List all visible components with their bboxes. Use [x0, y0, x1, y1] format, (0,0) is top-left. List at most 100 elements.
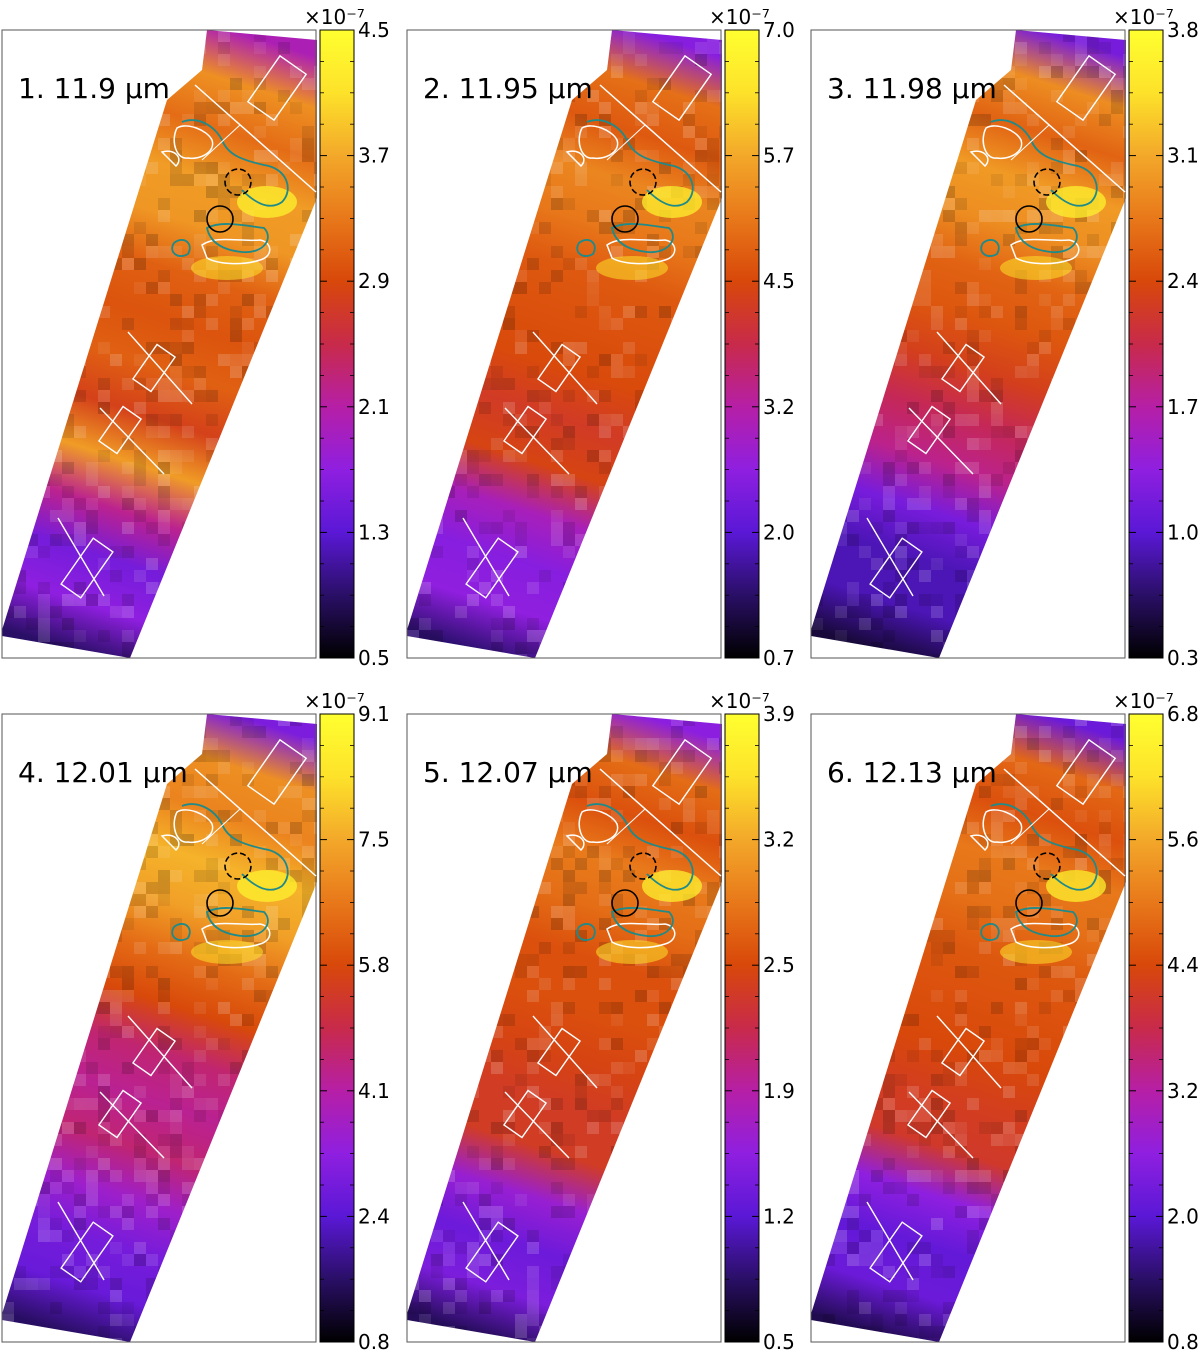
- emission-map: [2, 714, 317, 1342]
- colorbar-tick-label: 0.3: [1167, 646, 1199, 670]
- colorbar-tick-label: 2.4: [1167, 269, 1199, 293]
- colorbar-tick-label: 0.8: [358, 1330, 390, 1354]
- slit-line: [1010, 808, 1050, 845]
- colorbar: [1128, 29, 1164, 659]
- extraction-box: [869, 537, 923, 599]
- slit-line: [1010, 124, 1050, 161]
- colorbar-tick-label: 3.7: [358, 144, 390, 168]
- extraction-box: [906, 1089, 952, 1139]
- marker-circle: [224, 168, 252, 196]
- extraction-box: [502, 1089, 548, 1139]
- panel-frame: [1, 29, 317, 659]
- slit-line: [1003, 768, 1126, 877]
- emission-map: [2, 30, 317, 658]
- panel-5: 5. 12.07 µm 0.5 1.2 1.9 2.5 3.2 3.9×10⁻⁷: [406, 689, 795, 1354]
- slit-line: [908, 407, 974, 475]
- extraction-box: [651, 738, 713, 806]
- colorbar-tick-label: 1.9: [763, 1079, 795, 1103]
- extraction-box: [940, 343, 986, 393]
- colorbar-tick-label: 5.6: [1167, 828, 1199, 852]
- marker-circle: [1015, 205, 1043, 233]
- colorbar-tick-label: 7.0: [763, 18, 795, 42]
- slit-line: [866, 517, 914, 597]
- marker-circle: [611, 205, 639, 233]
- panel-1: 1. 11.9 µm 0.5 1.3 2.1 2.9 3.7 4.5×10⁻⁷: [1, 5, 390, 670]
- slit-line: [532, 331, 598, 405]
- colorbar-tick-label: 2.0: [1167, 1204, 1199, 1228]
- slit-line: [606, 124, 646, 161]
- colorbar-tick-label: 2.9: [358, 269, 390, 293]
- emission-map: [407, 714, 722, 1342]
- panel-frame: [406, 713, 722, 1343]
- white-contour: [160, 809, 271, 949]
- extraction-box: [651, 54, 713, 122]
- bright-knot: [596, 186, 702, 280]
- colorbar-tick-label: 5.7: [763, 144, 795, 168]
- slit-line: [201, 124, 241, 161]
- teal-contour: [171, 119, 289, 257]
- colorbar-exponent: ×10⁻⁷: [304, 689, 365, 713]
- bright-knot: [1000, 870, 1106, 964]
- colorbar: [724, 29, 760, 659]
- bright-knot: [596, 870, 702, 964]
- extraction-box: [536, 343, 582, 393]
- panel-frame: [810, 29, 1126, 659]
- slit-line: [532, 1015, 598, 1089]
- slit-line: [462, 1201, 510, 1281]
- white-contour: [969, 809, 1080, 949]
- bright-knot: [191, 870, 297, 964]
- slit-line: [127, 1015, 193, 1089]
- slit-line: [936, 331, 1002, 405]
- colorbar-tick-label: 4.4: [1167, 953, 1199, 977]
- extraction-box: [1055, 54, 1117, 122]
- teal-contour: [980, 803, 1098, 941]
- slit-line: [194, 768, 317, 877]
- slit-line: [908, 1091, 974, 1159]
- teal-contour: [171, 803, 289, 941]
- colorbar: [319, 29, 355, 659]
- white-contour: [969, 125, 1080, 265]
- panel-frame: [406, 29, 722, 659]
- panel-6: 6. 12.13 µm 0.8 2.0 3.2 4.4 5.6 6.8×10⁻⁷: [810, 689, 1199, 1354]
- extraction-box: [502, 405, 548, 455]
- extraction-box: [536, 1027, 582, 1077]
- colorbar-tick-label: 1.7: [1167, 395, 1199, 419]
- panel-4: 4. 12.01 µm 0.8 2.4 4.1 5.8 7.5 9.1×10⁻⁷: [1, 689, 390, 1354]
- colorbar-tick-label: 2.4: [358, 1204, 390, 1228]
- colorbar-tick-label: 2.5: [763, 953, 795, 977]
- slit-line: [599, 768, 722, 877]
- colorbar-tick-label: 3.2: [763, 395, 795, 419]
- panel-frame: [810, 713, 1126, 1343]
- extraction-box: [60, 537, 114, 599]
- colorbar-tick-label: 0.5: [358, 646, 390, 670]
- bright-knot: [191, 186, 297, 280]
- colorbar-tick-label: 1.2: [763, 1204, 795, 1228]
- extraction-box: [131, 343, 177, 393]
- panel-label: 4. 12.01 µm: [18, 756, 188, 789]
- colorbar-tick-label: 4.5: [763, 269, 795, 293]
- panel-frame: [1, 713, 317, 1343]
- slit-line: [57, 517, 105, 597]
- extraction-box: [246, 738, 308, 806]
- extraction-box: [465, 1221, 519, 1283]
- marker-circle: [611, 889, 639, 917]
- colorbar-tick-label: 2.0: [763, 520, 795, 544]
- extraction-box: [97, 405, 143, 455]
- extraction-box: [465, 537, 519, 599]
- slit-line: [866, 1201, 914, 1281]
- extraction-box: [131, 1027, 177, 1077]
- slit-line: [57, 1201, 105, 1281]
- panel-label: 3. 11.98 µm: [827, 72, 997, 105]
- marker-circle: [629, 168, 657, 196]
- colorbar-tick-label: 0.7: [763, 646, 795, 670]
- slit-line: [127, 331, 193, 405]
- marker-circle: [629, 852, 657, 880]
- colorbar-tick-label: 5.8: [358, 953, 390, 977]
- slit-line: [462, 517, 510, 597]
- colorbar-exponent: ×10⁻⁷: [1113, 5, 1174, 29]
- colorbar: [319, 713, 355, 1343]
- panel-3: 3. 11.98 µm 0.3 1.0 1.7 2.4 3.1 3.8×10⁻⁷: [810, 5, 1199, 670]
- slit-line: [99, 407, 165, 475]
- extraction-box: [906, 405, 952, 455]
